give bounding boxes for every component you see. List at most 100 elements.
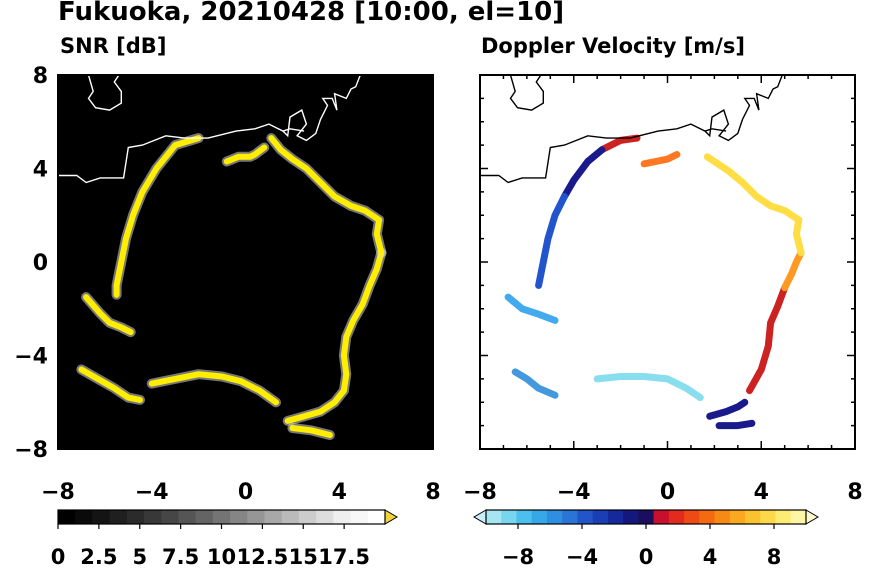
doppler-colorbar-swatch [760, 510, 777, 524]
snr-x-tick-label: 0 [238, 480, 253, 505]
doppler-colorbar-tick-label: −8 [502, 545, 534, 569]
snr-colorbar-tick-label: 10 [207, 545, 236, 569]
snr-colorbar-swatch [333, 510, 352, 524]
doppler-x-tick-labels: −8 −4 0 4 8 [463, 480, 863, 505]
doppler-colorbar-tick-labels: −8 −4 0 4 8 [502, 524, 781, 569]
snr-colorbar-swatch [350, 510, 369, 524]
snr-colorbar-swatch [126, 510, 145, 524]
doppler-colorbar-swatch [562, 510, 579, 524]
doppler-colorbar-swatch [516, 510, 533, 524]
snr-feature-east-shore [268, 135, 385, 256]
snr-feature-southeast-shore [284, 249, 385, 424]
snr-feature-north-shore [223, 144, 268, 165]
snr-colorbar-tick-label: 5 [132, 545, 147, 569]
snr-feature-south-shore-west [78, 366, 143, 403]
snr-x-tick-label: 4 [332, 480, 347, 505]
doppler-colorbar-swatch [531, 510, 548, 524]
snr-feature-west-shore [113, 135, 202, 298]
snr-colorbar-tick-label: 2.5 [80, 545, 117, 569]
doppler-colorbar-tick-label: 0 [639, 545, 654, 569]
doppler-coastline [480, 75, 783, 184]
snr-colorbar-swatch [75, 510, 94, 524]
snr-y-tick-label: −8 [14, 438, 48, 463]
snr-echo-features [76, 133, 387, 440]
snr-y-tick-labels: −8 −4 0 4 8 [14, 64, 48, 463]
snr-coastline-segment-2 [282, 128, 305, 132]
snr-colorbar-swatch [316, 510, 334, 524]
snr-colorbar-tick-label: 17.5 [318, 545, 370, 569]
doppler-colorbar-swatch [668, 510, 685, 524]
doppler-feature-southeast-tail [715, 419, 756, 430]
doppler-colorbar-extend-right [805, 509, 819, 525]
doppler-colorbar-swatch [546, 510, 563, 524]
doppler-colorbar-swatch [653, 510, 670, 524]
doppler-coastline-segment-0 [480, 75, 783, 184]
doppler-feature-south-shore-west [511, 368, 559, 399]
doppler-colorbar-swatch [699, 510, 716, 524]
snr-colorbar-swatch [161, 510, 180, 524]
snr-feature-southwest-spit [83, 294, 134, 336]
snr-colorbar [57, 509, 398, 525]
doppler-feature-north-shore [640, 151, 681, 168]
doppler-feature-southeast-lower [706, 398, 749, 420]
doppler-feature-south-shore [593, 373, 704, 402]
doppler-coastline-segment-2 [704, 128, 727, 132]
snr-colorbar-swatch [212, 510, 231, 524]
doppler-x-tick-label: 0 [660, 480, 675, 505]
snr-colorbar-swatch [264, 510, 283, 524]
snr-x-tick-label: 8 [425, 480, 440, 505]
snr-colorbar-swatch [109, 510, 128, 524]
doppler-colorbar-extend-left [473, 509, 487, 525]
snr-y-tick-label: −4 [14, 345, 48, 370]
doppler-colorbar-tick-label: 4 [703, 545, 718, 569]
doppler-colorbar-swatch [592, 510, 609, 524]
snr-colorbar-swatch [230, 510, 248, 524]
doppler-feature-southeast-upper [746, 284, 789, 395]
doppler-feature-east-shore-lower [781, 249, 805, 292]
doppler-coastline-segment-1 [509, 75, 544, 111]
doppler-feature-west-shore-north [598, 134, 641, 154]
doppler-feature-east-shore-upper [703, 153, 805, 257]
snr-x-tick-labels: −8 −4 0 4 8 [41, 480, 441, 505]
doppler-colorbar-swatch [729, 510, 746, 524]
snr-y-tick-label: 0 [33, 251, 48, 276]
doppler-panel: −8 −4 0 4 8 [463, 74, 863, 505]
snr-colorbar-swatch [144, 510, 162, 524]
doppler-panel-title: Doppler Velocity [m/s] [481, 34, 745, 58]
snr-colorbar-swatch [367, 510, 386, 524]
doppler-colorbar-tick-label: 8 [767, 545, 782, 569]
doppler-colorbar-swatch [486, 510, 502, 524]
snr-colorbar-swatch [178, 510, 197, 524]
snr-colorbar-extend-arrow [384, 509, 398, 525]
snr-colorbar-tick-label: 12.5 [236, 545, 288, 569]
doppler-colorbar-tick-label: −4 [566, 545, 598, 569]
snr-colorbar-tick-label: 7.5 [162, 545, 199, 569]
doppler-colorbar-swatch [501, 510, 518, 524]
doppler-colorbar-swatch [790, 510, 807, 524]
figure-title: Fukuoka, 20210428 [10:00, el=10] [58, 0, 565, 27]
doppler-colorbar-swatch [775, 510, 792, 524]
snr-x-tick-label: −4 [135, 480, 169, 505]
snr-feature-south-shore [148, 371, 279, 406]
snr-colorbar-tick-label: 0 [51, 545, 66, 569]
snr-x-tick-label: −8 [41, 480, 75, 505]
snr-colorbar-swatch [298, 510, 317, 524]
doppler-x-tick-label: −4 [557, 480, 591, 505]
doppler-colorbar-swatch [607, 510, 624, 524]
snr-feature-southeast-lower [289, 425, 333, 438]
doppler-echo-features [504, 134, 805, 430]
doppler-x-tick-label: 8 [847, 480, 862, 505]
doppler-colorbar-swatch [638, 510, 655, 524]
snr-y-tick-label: 4 [33, 158, 48, 183]
doppler-colorbar-swatch [684, 510, 700, 524]
doppler-tick-marks [479, 74, 856, 450]
doppler-colorbar-swatch [623, 510, 639, 524]
snr-colorbar-tick-labels: 0 2.5 5 7.5 10 12.5 15 17.5 [51, 524, 370, 569]
doppler-colorbar-swatch [577, 510, 594, 524]
doppler-feature-west-shore-mid [560, 146, 606, 200]
snr-y-tick-label: 8 [33, 64, 48, 89]
doppler-feature-southwest-spit [504, 293, 559, 324]
doppler-colorbar [473, 509, 819, 525]
snr-colorbar-tick-label: 15 [289, 545, 318, 569]
